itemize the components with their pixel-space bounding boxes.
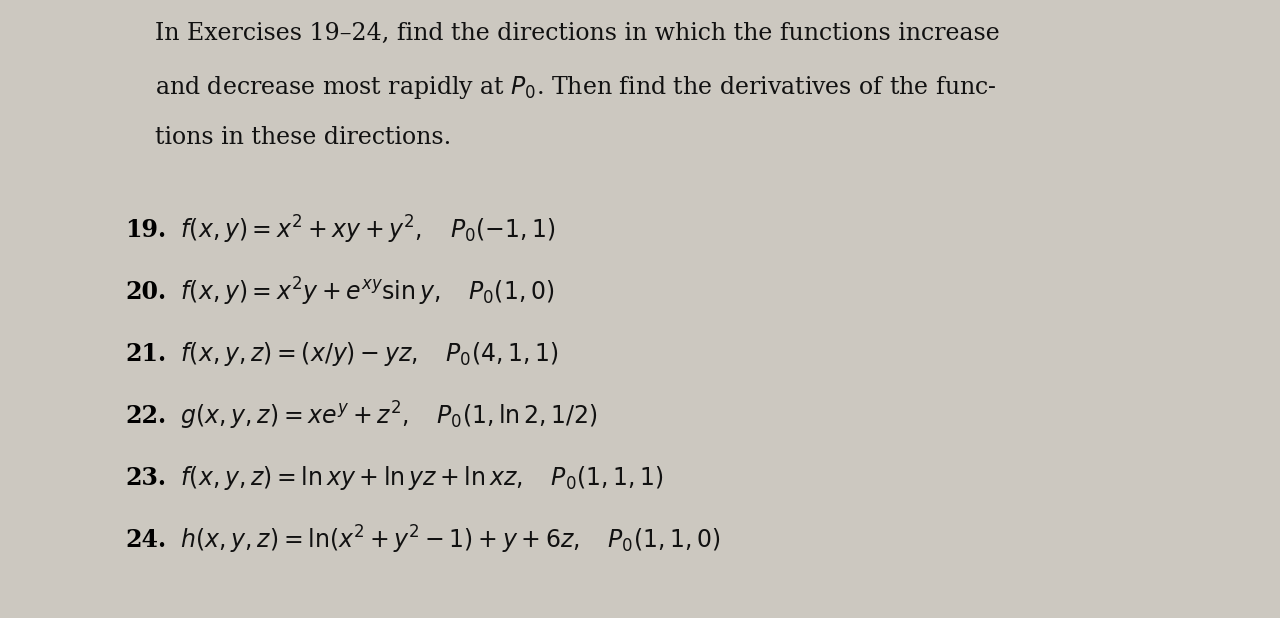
Text: 21.: 21. bbox=[125, 342, 166, 366]
Text: 24.: 24. bbox=[125, 528, 166, 552]
Text: $f(x, y, z) = \ln xy + \ln yz + \ln xz, \quad P_0(1, 1, 1)$: $f(x, y, z) = \ln xy + \ln yz + \ln xz, … bbox=[173, 464, 664, 492]
Text: 22.: 22. bbox=[125, 404, 166, 428]
Text: tions in these directions.: tions in these directions. bbox=[155, 126, 452, 149]
Text: 20.: 20. bbox=[125, 280, 166, 304]
Text: In Exercises 19–24, find the directions in which the functions increase: In Exercises 19–24, find the directions … bbox=[155, 22, 1000, 45]
Text: and decrease most rapidly at $P_0$. Then find the derivatives of the func-: and decrease most rapidly at $P_0$. Then… bbox=[155, 74, 997, 101]
Text: $f(x, y, z) = (x/y) - yz, \quad P_0(4, 1, 1)$: $f(x, y, z) = (x/y) - yz, \quad P_0(4, 1… bbox=[173, 340, 559, 368]
Text: $g(x, y, z) = xe^{y} + z^2, \quad P_0(1, \ln 2, 1/2)$: $g(x, y, z) = xe^{y} + z^2, \quad P_0(1,… bbox=[173, 400, 598, 432]
Text: $f(x, y) = x^2 + xy + y^2, \quad P_0(-1, 1)$: $f(x, y) = x^2 + xy + y^2, \quad P_0(-1,… bbox=[173, 214, 556, 246]
Text: 23.: 23. bbox=[125, 466, 166, 490]
Text: 19.: 19. bbox=[125, 218, 166, 242]
Text: $f(x, y) = x^2y + e^{xy} \sin y, \quad P_0(1, 0)$: $f(x, y) = x^2y + e^{xy} \sin y, \quad P… bbox=[173, 276, 554, 308]
Text: $h(x, y, z) = \ln (x^2 + y^2 - 1) + y + 6z, \quad P_0(1, 1, 0)$: $h(x, y, z) = \ln (x^2 + y^2 - 1) + y + … bbox=[173, 524, 721, 556]
